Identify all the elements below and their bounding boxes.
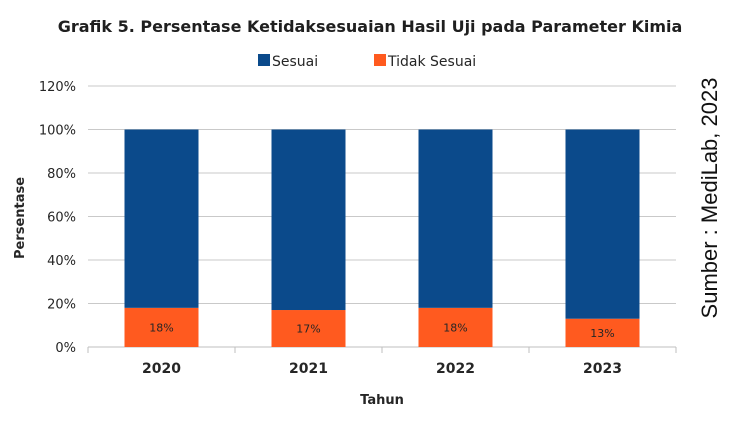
legend-swatch-tidak-sesuai [374, 54, 386, 66]
legend-swatch-sesuai [258, 54, 270, 66]
data-label: 13% [590, 327, 614, 340]
y-tick-label: 40% [47, 254, 76, 269]
x-tick-label: 2022 [436, 361, 475, 377]
y-axis-label: Persentase [13, 177, 28, 259]
legend-label-tidak-sesuai: Tidak Sesuai [387, 54, 476, 70]
source-note: Sumber : MediLab, 2023 [697, 78, 722, 319]
x-axis-label: Tahun [360, 393, 404, 408]
x-tick-label: 2021 [289, 361, 328, 377]
legend: Sesuai Tidak Sesuai [258, 54, 476, 70]
bar-tidak-sesuai [418, 307, 493, 347]
data-label: 18% [443, 321, 467, 334]
bar-sesuai [271, 129, 346, 311]
bar-tidak-sesuai [124, 307, 199, 347]
y-axis-ticks: 0% 20% 40% 60% 80% 100% 120% [39, 80, 76, 356]
x-axis-ticks: 2020 2021 2022 2023 [142, 361, 622, 377]
bar-tidak-sesuai [271, 310, 346, 347]
y-tick-label: 60% [47, 211, 76, 226]
data-label: 17% [296, 323, 320, 336]
x-tick-label: 2023 [583, 361, 622, 377]
y-tick-label: 0% [55, 341, 76, 356]
x-tick-label: 2020 [142, 361, 181, 377]
y-tick-label: 80% [47, 167, 76, 182]
bars: 18% 17% 18% 13% [124, 129, 640, 347]
y-tick-label: 120% [39, 80, 76, 95]
y-tick-label: 100% [39, 124, 76, 139]
data-label: 18% [149, 321, 173, 334]
bar-sesuai [418, 129, 493, 308]
bar-tidak-sesuai [565, 318, 640, 347]
bar-sesuai [124, 129, 199, 308]
chart-title: Grafik 5. Persentase Ketidaksesuaian Has… [58, 17, 683, 36]
bar-sesuai [565, 129, 640, 319]
y-tick-label: 20% [47, 298, 76, 313]
legend-label-sesuai: Sesuai [272, 54, 318, 70]
